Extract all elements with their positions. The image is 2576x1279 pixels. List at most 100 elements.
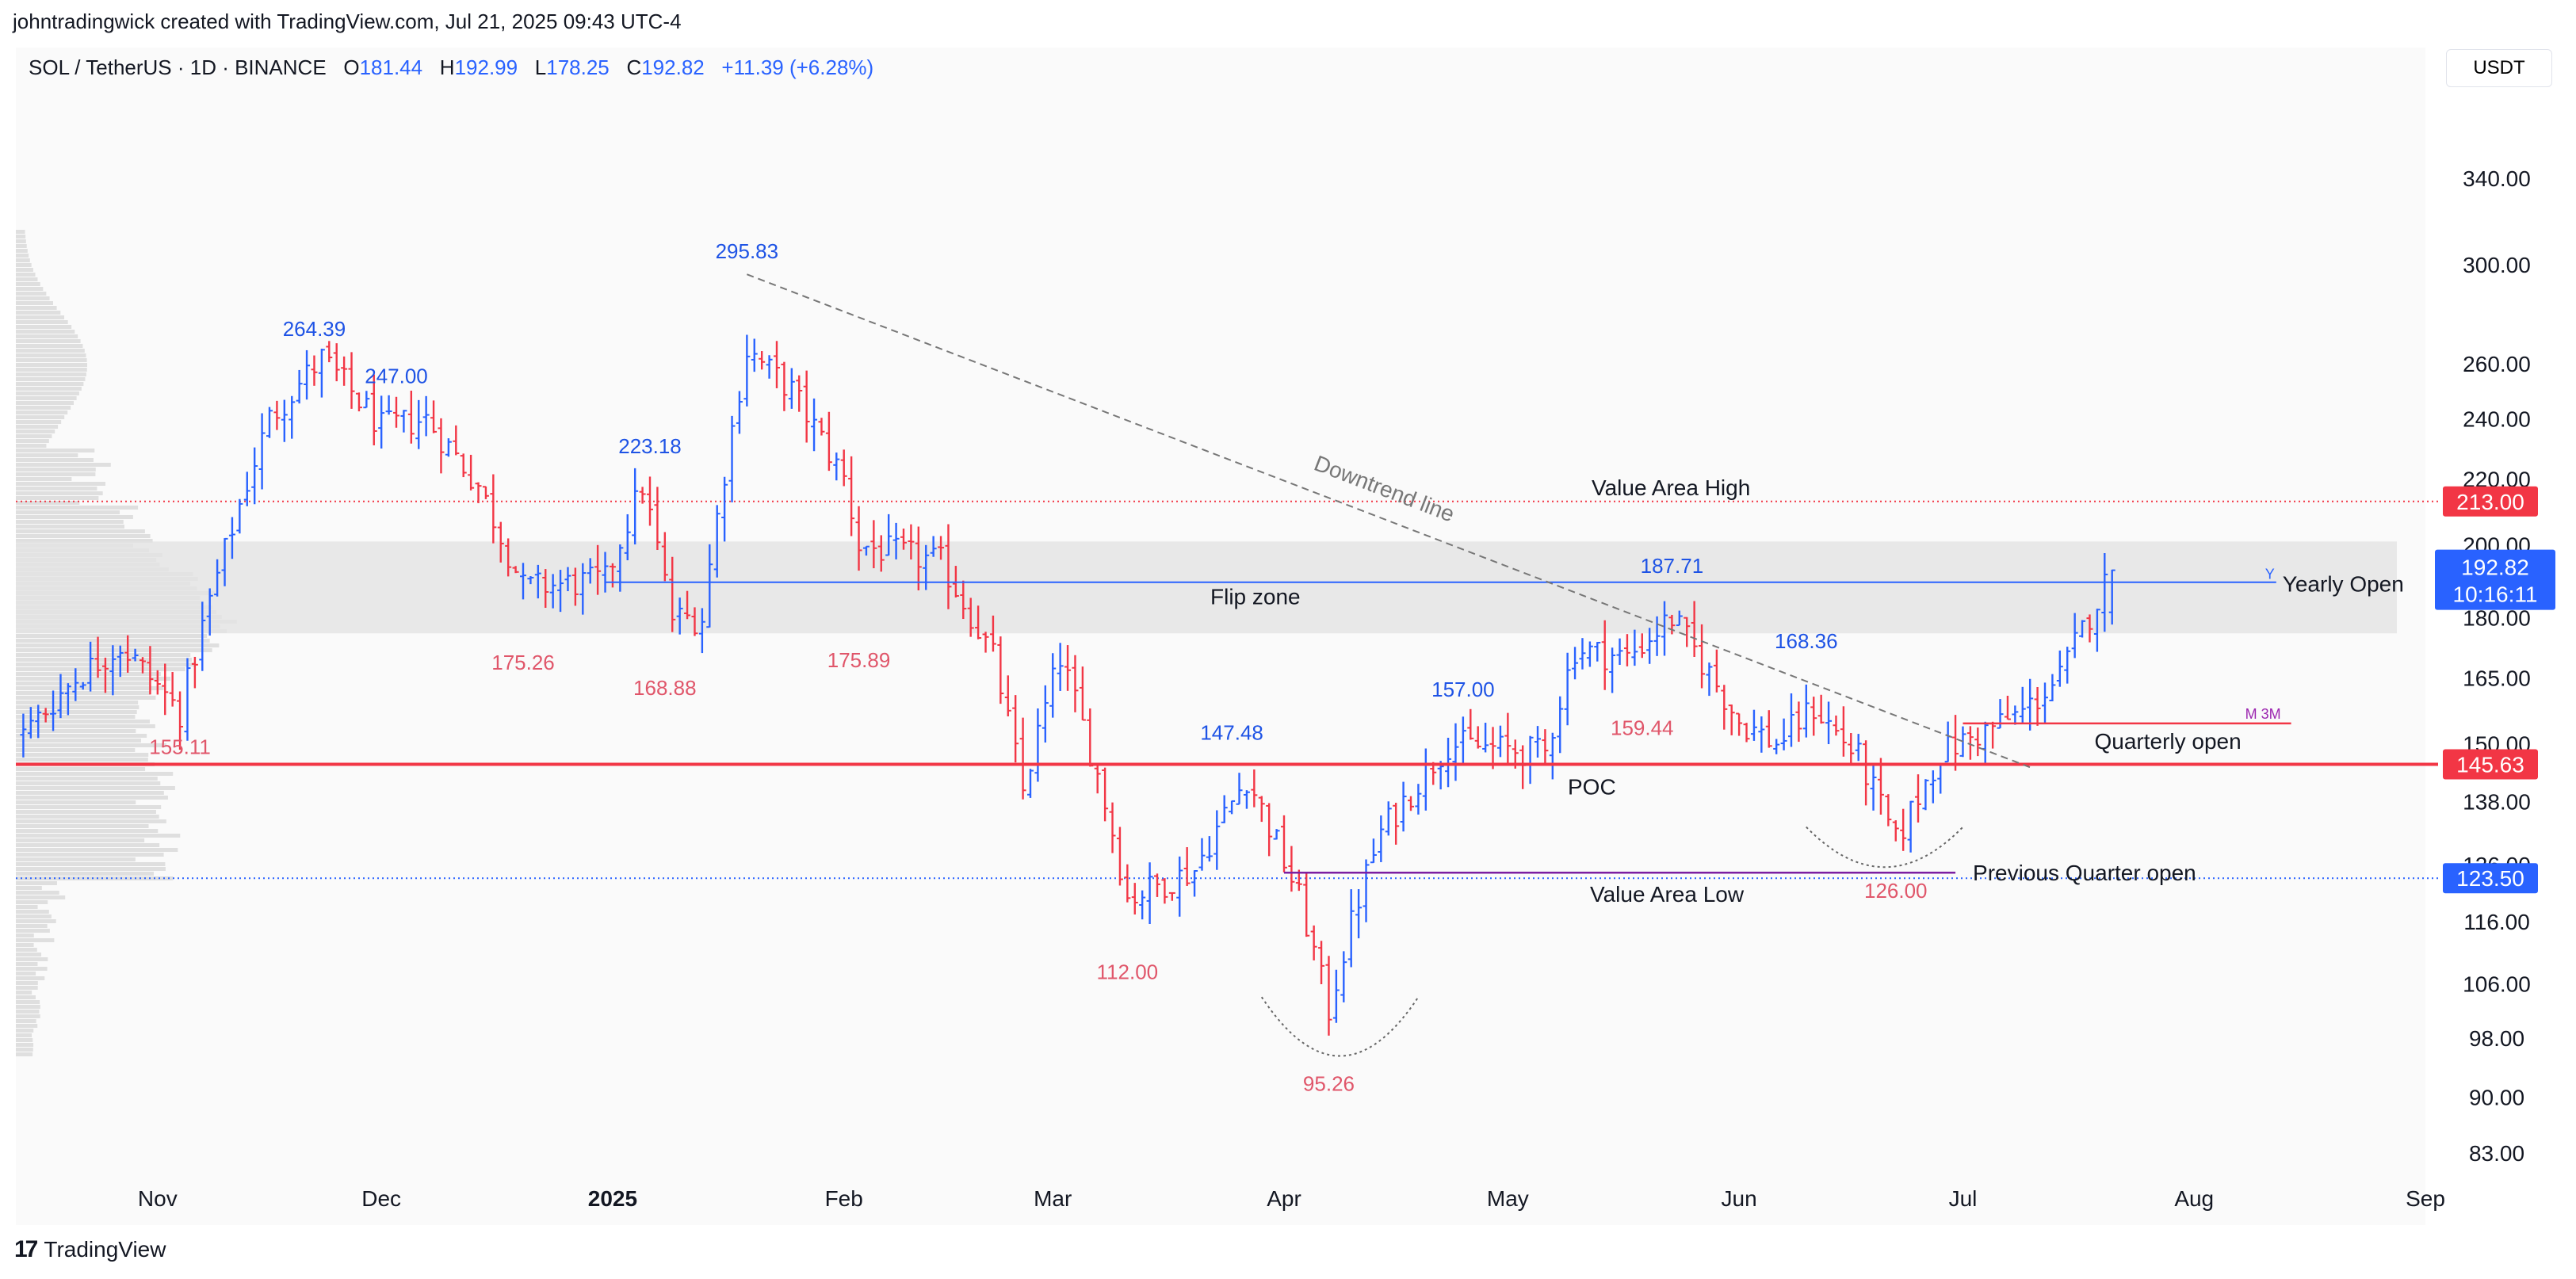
volume-profile-bar xyxy=(16,344,83,348)
swing-high-label: 223.18 xyxy=(618,434,682,458)
volume-profile-bar xyxy=(16,368,87,372)
volume-profile-bar xyxy=(16,349,85,353)
vah-price-tag: 213.00 xyxy=(2456,490,2524,514)
volume-profile-bar xyxy=(16,677,171,681)
volume-profile-bar xyxy=(16,800,136,804)
swing-low-label: 175.89 xyxy=(827,648,891,672)
volume-profile-bar xyxy=(16,710,137,714)
volume-profile-bar xyxy=(16,691,151,695)
y-axis-tick-label: 165.00 xyxy=(2463,666,2531,691)
volume-profile-bar xyxy=(16,767,146,771)
downtrend-line xyxy=(746,273,2031,769)
val-price-tag: 123.50 xyxy=(2456,866,2524,891)
tradingview-brand[interactable]: 17 TradingView xyxy=(14,1236,166,1263)
volume-profile-bar xyxy=(16,976,45,980)
brand-name: TradingView xyxy=(44,1237,166,1262)
volume-profile-bar xyxy=(16,391,79,395)
volume-profile-bar xyxy=(16,296,50,300)
x-axis-tick-label: Aug xyxy=(2174,1186,2214,1211)
volume-profile-bar xyxy=(16,230,25,234)
volume-profile-bar xyxy=(16,867,166,871)
volume-profile-bar xyxy=(16,734,147,738)
volume-profile-bar xyxy=(16,791,164,795)
volume-profile-bar xyxy=(16,853,164,857)
volume-profile-bar xyxy=(16,705,140,709)
volume-profile-bar xyxy=(16,463,111,467)
volume-profile-bar xyxy=(16,967,48,971)
volume-profile-bar xyxy=(16,301,54,305)
volume-profile-bar xyxy=(16,843,160,847)
volume-profile-bar xyxy=(16,387,82,391)
y-axis-tick-label: 138.00 xyxy=(2463,789,2531,814)
volume-profile-bar xyxy=(16,311,61,315)
volume-profile-bar xyxy=(16,991,32,995)
volume-profile-bar xyxy=(16,777,158,781)
volume-profile-bar xyxy=(16,810,156,814)
x-axis-tick-label: Nov xyxy=(138,1186,178,1211)
volume-profile-bar xyxy=(16,477,72,481)
volume-profile-bar xyxy=(16,848,178,852)
open-value: 181.44 xyxy=(359,55,423,79)
volume-profile-bar xyxy=(16,1010,40,1014)
x-axis-tick-label: May xyxy=(1487,1186,1529,1211)
volume-profile-bar xyxy=(16,420,62,424)
volume-profile-bar xyxy=(16,315,65,319)
swing-low-label: 168.88 xyxy=(633,676,697,700)
volume-profile-bar xyxy=(16,1014,40,1018)
swing-high-label: 168.36 xyxy=(1775,629,1838,653)
volume-profile-bar xyxy=(16,235,26,239)
flip-zone xyxy=(16,541,2397,634)
volume-profile-bar xyxy=(16,1019,36,1023)
current-price-countdown: 10:16:11 xyxy=(2453,582,2538,607)
volume-profile-bar xyxy=(16,496,99,500)
volume-profile-bar xyxy=(16,881,57,885)
volume-profile-bar xyxy=(16,334,78,338)
y-axis-tick-label: 116.00 xyxy=(2463,910,2530,934)
volume-profile-bar xyxy=(16,653,191,657)
volume-profile-bar xyxy=(16,891,59,895)
volume-profile-bar xyxy=(16,948,37,952)
volume-profile-bar xyxy=(16,972,36,975)
volume-profile-bar xyxy=(16,396,77,400)
volume-profile-bar xyxy=(16,834,181,838)
volume-profile-bar xyxy=(16,781,161,785)
volume-profile-bar xyxy=(16,796,168,800)
swing-high-label: 187.71 xyxy=(1641,554,1704,578)
volume-profile-bar xyxy=(16,510,120,514)
volume-profile-bar xyxy=(16,358,87,362)
volume-profile-bar xyxy=(16,910,49,914)
currency-selector[interactable]: USDT xyxy=(2446,49,2552,87)
volume-profile-bar xyxy=(16,268,33,272)
symbol-name[interactable]: SOL / TetherUS · 1D · BINANCE xyxy=(29,55,327,79)
volume-profile-bar xyxy=(16,425,59,429)
swing-low-label: 95.26 xyxy=(1303,1072,1355,1096)
swing-low-label: 159.44 xyxy=(1611,716,1674,739)
low-label: L xyxy=(534,55,547,79)
symbol-legend[interactable]: SOL / TetherUS · 1D · BINANCE O181.44 H1… xyxy=(29,55,873,80)
volume-profile-bar xyxy=(16,953,42,956)
volume-profile-bar xyxy=(16,643,220,647)
current-price-value: 192.82 xyxy=(2461,556,2529,580)
x-axis-tick-label: Jul xyxy=(1949,1186,1978,1211)
volume-profile-bar xyxy=(16,729,136,733)
volume-profile-bar xyxy=(16,658,192,662)
volume-profile-bar xyxy=(16,491,103,495)
swing-low-label: 155.11 xyxy=(149,735,211,758)
y-axis-tick-label: 180.00 xyxy=(2463,606,2531,631)
yearly-open-label: Yearly Open xyxy=(2283,572,2404,597)
volume-profile-bar xyxy=(16,287,44,291)
y-axis-tick-label: 90.00 xyxy=(2469,1085,2524,1109)
volume-profile-bar xyxy=(16,715,136,719)
volume-profile-bar xyxy=(16,872,154,876)
x-axis-tick-label: 2025 xyxy=(588,1186,637,1211)
swing-low-label: 175.26 xyxy=(491,651,555,674)
volume-profile-bar xyxy=(16,263,32,267)
volume-profile-bar xyxy=(16,525,124,529)
volume-profile-bar xyxy=(16,701,139,704)
val-price-tag-bg xyxy=(2443,863,2538,894)
volume-profile-bar xyxy=(16,249,28,253)
volume-profile-bar xyxy=(16,330,75,334)
volume-profile-bar xyxy=(16,282,40,286)
swing-low-label: 126.00 xyxy=(1864,879,1928,903)
